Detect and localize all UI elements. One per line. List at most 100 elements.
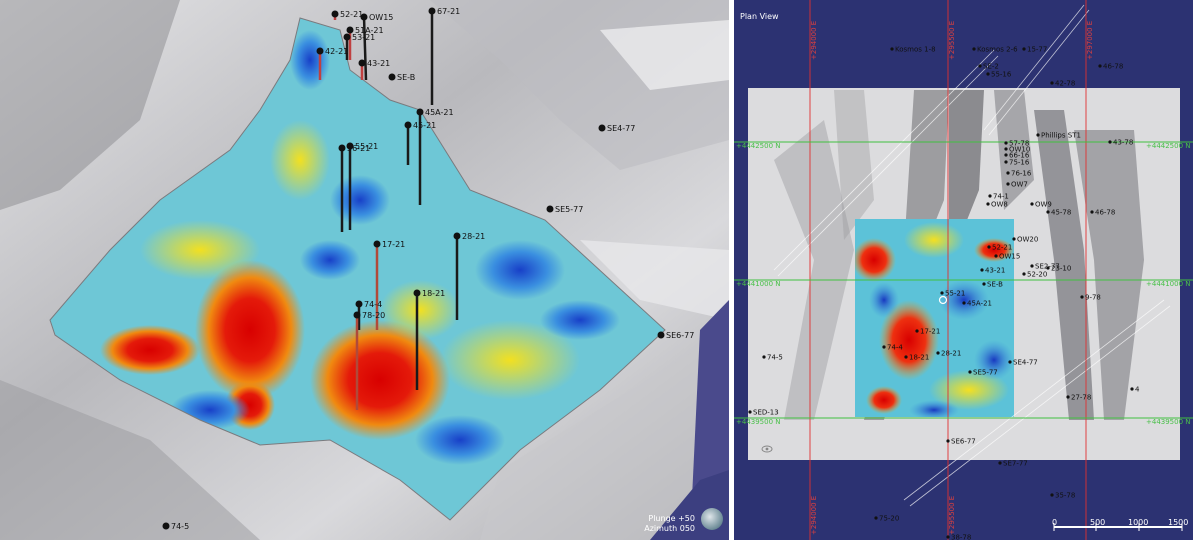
drillhole-collar[interactable] <box>346 26 354 34</box>
plan-drillhole-collar[interactable] <box>998 461 1002 465</box>
drillhole-collar[interactable] <box>416 108 424 116</box>
plan-drillhole-collar[interactable] <box>762 355 766 359</box>
plan-drillhole-collar[interactable] <box>962 301 966 305</box>
plan-drillhole-collar[interactable] <box>968 370 972 374</box>
plan-drillhole-label: 66-16 <box>1009 152 1030 160</box>
plan-drillhole-collar[interactable] <box>987 245 991 249</box>
plan-drillhole-collar[interactable] <box>1046 210 1050 214</box>
plan-drillhole-label: SE4-77 <box>1013 359 1038 367</box>
plan-drillhole-label: SE-B <box>987 281 1003 289</box>
plan-drillhole-collar[interactable] <box>980 268 984 272</box>
compass-globe-icon[interactable] <box>701 508 723 530</box>
plan-map[interactable]: Kosmos 1-8 Kosmos 2-6 15-77 SE-255-16 42-78 4… <box>734 0 1193 540</box>
3d-view-panel[interactable]: 52-21 OW15 51A-21 53-21 67-21 42-21 43-21 SE-B 4… <box>0 0 729 540</box>
plan-view-panel[interactable]: Kosmos 1-8 Kosmos 2-6 15-77 SE-2 55-16 42-78 4… <box>734 0 1193 540</box>
plan-drillhole-label: 23-10 <box>1051 265 1071 273</box>
northing-label-1: +4442500 N <box>736 142 781 150</box>
drillhole-collar[interactable] <box>338 144 346 152</box>
plan-drillhole-label: SE6-77 <box>951 438 976 446</box>
plan-drillhole-collar[interactable] <box>1080 295 1084 299</box>
scale-label-0: 0 <box>1052 518 1058 527</box>
drillhole-collar[interactable] <box>428 7 436 15</box>
drillhole-label: 18-21 <box>422 289 445 298</box>
eye-icon[interactable] <box>761 445 773 453</box>
drillhole-collar[interactable] <box>343 33 351 41</box>
plan-drillhole-collar[interactable] <box>988 194 992 198</box>
plan-drillhole-label: 43-78 <box>1113 139 1133 147</box>
northing-label-3: +4439500 N <box>736 418 781 426</box>
drillhole-collar[interactable] <box>373 240 381 248</box>
drillhole-label: 67-21 <box>437 7 460 16</box>
panel-divider[interactable] <box>729 0 734 540</box>
plan-drillhole-collar[interactable] <box>904 355 908 359</box>
drillhole-collar[interactable] <box>331 10 339 18</box>
plan-drillhole-collar[interactable] <box>1006 182 1010 186</box>
plan-drillhole-collar[interactable] <box>1030 202 1034 206</box>
plan-drillhole-collar[interactable] <box>986 202 990 206</box>
view-orientation: Plunge +50 Azimuth 050 <box>644 514 695 534</box>
plan-drillhole-collar[interactable] <box>946 439 950 443</box>
plan-drillhole-label: OW20 <box>1017 236 1038 244</box>
plan-drillhole-collar[interactable] <box>1108 140 1112 144</box>
plan-drillhole-collar[interactable] <box>972 47 976 51</box>
drillhole-collar[interactable] <box>162 522 170 530</box>
plan-drillhole-label: OW9 <box>1035 201 1052 209</box>
plan-drillhole-collar[interactable] <box>1004 160 1008 164</box>
plan-drillhole-label: SE7-77 <box>1003 460 1028 468</box>
plan-drillhole-collar[interactable] <box>1066 395 1070 399</box>
plan-drillhole-collar[interactable] <box>1008 360 1012 364</box>
drillhole-collar[interactable] <box>358 59 366 67</box>
plan-drillhole-collar[interactable] <box>1022 47 1026 51</box>
plan-drillhole-collar[interactable] <box>915 329 919 333</box>
drillhole-collar[interactable] <box>360 13 368 21</box>
plan-drillhole-collar[interactable] <box>1030 264 1034 268</box>
drillhole-label: SE-B <box>397 73 415 82</box>
selected-hole-marker[interactable] <box>938 295 948 305</box>
plan-drillhole-collar[interactable] <box>982 282 986 286</box>
plan-drillhole-collar[interactable] <box>1004 153 1008 157</box>
drillhole-collar[interactable] <box>657 331 665 339</box>
drillhole-collar[interactable] <box>413 289 421 297</box>
plan-drillhole-collar[interactable] <box>1012 237 1016 241</box>
plan-drillhole-collar[interactable] <box>748 410 752 414</box>
plan-drillhole-collar[interactable] <box>890 47 894 51</box>
drillhole-collar[interactable] <box>453 232 461 240</box>
plan-drillhole-collar[interactable] <box>874 516 878 520</box>
plan-drillhole-collar[interactable] <box>1130 387 1134 391</box>
drillhole-label: 17-21 <box>382 240 405 249</box>
plan-drillhole-collar[interactable] <box>986 72 990 76</box>
plan-drillhole-label: Phillips ST1 <box>1041 132 1081 140</box>
plan-drillhole-collar[interactable] <box>936 351 940 355</box>
drillhole-collar[interactable] <box>316 47 324 55</box>
drillhole-collar[interactable] <box>346 142 354 150</box>
plan-drillhole-collar[interactable] <box>978 64 982 68</box>
plan-drillhole-collar[interactable] <box>946 535 950 539</box>
plan-drillhole-collar[interactable] <box>1022 272 1026 276</box>
drillhole-collar[interactable] <box>546 205 554 213</box>
drillhole-label: 78-20 <box>362 311 385 320</box>
plan-drillhole-collar[interactable] <box>1090 210 1094 214</box>
easting-label-1: +294000 E <box>810 20 818 60</box>
drillhole-collar[interactable] <box>388 73 396 81</box>
plan-drillhole-collar[interactable] <box>1046 266 1050 270</box>
plan-drillhole-collar[interactable] <box>1050 81 1054 85</box>
plan-drillhole-collar[interactable] <box>1036 133 1040 137</box>
plan-drillhole-collar[interactable] <box>1098 64 1102 68</box>
easting-gridlines <box>809 0 1087 540</box>
drillhole-trace <box>362 16 368 81</box>
drillhole-collar[interactable] <box>355 300 363 308</box>
plan-drillhole-collar[interactable] <box>940 291 944 295</box>
plan-drillhole-collar[interactable] <box>1050 493 1054 497</box>
plan-drillhole-collar[interactable] <box>1004 147 1008 151</box>
drillhole-collar[interactable] <box>353 311 361 319</box>
drillhole-label: 45A-21 <box>425 108 454 117</box>
plan-drillhole-collar[interactable] <box>1004 141 1008 145</box>
plan-drillhole-collar[interactable] <box>882 345 886 349</box>
plan-drillhole-label: 75-16 <box>1009 159 1030 167</box>
plan-drillhole-collar[interactable] <box>1006 171 1010 175</box>
drillhole-collar[interactable] <box>404 121 412 129</box>
plan-resistivity-overlay <box>855 219 1014 417</box>
plan-drillhole-collar[interactable] <box>994 254 998 258</box>
drillhole-collar[interactable] <box>598 124 606 132</box>
